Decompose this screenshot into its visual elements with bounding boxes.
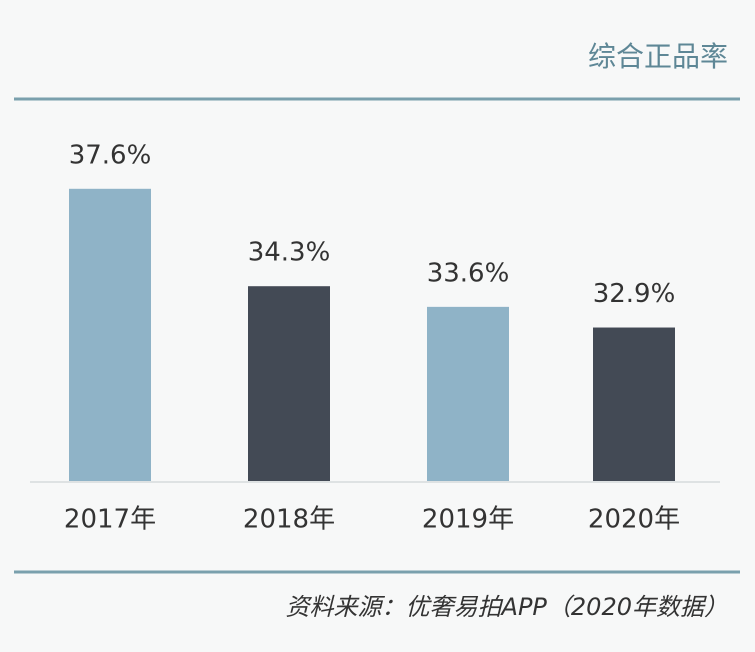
x-tick-label: 2020年 [588,505,680,535]
value-label: 33.6% [427,258,510,288]
bar [69,188,151,481]
bar [593,327,675,481]
value-label: 34.3% [248,238,331,268]
value-label: 32.9% [593,279,676,309]
chart-title: 综合正品率 [588,40,728,73]
source-note: 资料来源：优奢易拍APP（2020年数据） [286,593,728,621]
x-tick-label: 2018年 [243,505,335,535]
bar [248,286,330,481]
value-label: 37.6% [69,140,152,170]
bar [427,306,509,481]
x-tick-label: 2017年 [64,505,156,535]
x-tick-label: 2019年 [422,505,514,535]
